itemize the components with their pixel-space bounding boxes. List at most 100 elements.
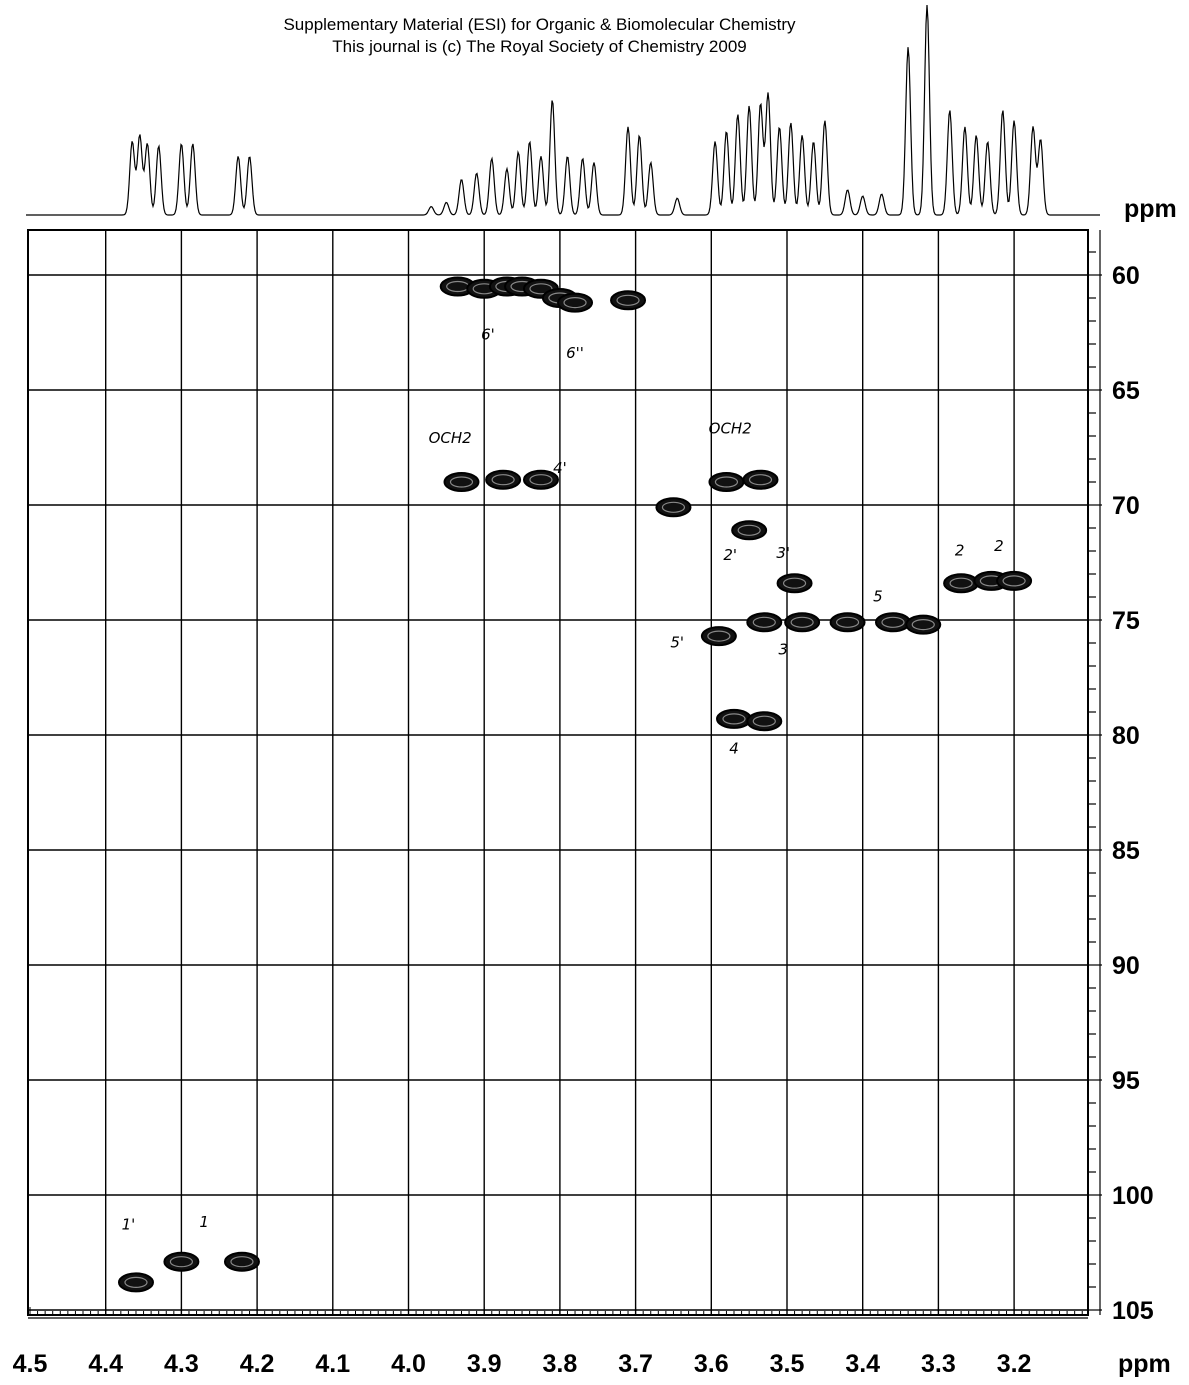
cross-peak	[117, 1272, 154, 1293]
x-tick-label: 4.0	[391, 1350, 426, 1378]
cross-peak	[655, 497, 692, 518]
proton-projection-spectrum	[26, 4, 1100, 216]
projection-trace	[26, 4, 1100, 216]
cross-peak-contour	[563, 297, 587, 309]
x-tick-label: 3.5	[770, 1350, 805, 1378]
y-tick-label: 60	[1112, 262, 1140, 290]
cross-peak	[776, 573, 813, 594]
cross-peak-contour	[748, 474, 773, 486]
y-tick-label: 80	[1112, 722, 1140, 750]
cross-peak-contour	[1002, 575, 1026, 587]
peak-annotation: 5	[873, 588, 883, 606]
cross-peak	[700, 626, 737, 647]
x-tick-label: 3.4	[845, 1350, 880, 1378]
cross-peak-contour	[722, 713, 746, 725]
y-tick-label: 85	[1112, 837, 1140, 865]
cross-peak-contour	[752, 616, 776, 628]
cross-peak	[557, 292, 594, 313]
cross-peak	[731, 520, 768, 541]
cross-peak	[784, 612, 821, 633]
cross-peak	[223, 1251, 260, 1272]
peak-annotation: 6'	[481, 325, 495, 343]
y-tick-label: 70	[1112, 492, 1140, 520]
cross-peak	[443, 472, 480, 492]
peak-annotation: 3'	[776, 544, 790, 562]
cross-peak	[746, 612, 783, 633]
header-line-1: Supplementary Material (ESI) for Organic…	[283, 15, 796, 34]
cross-peak-contour	[491, 474, 515, 486]
cross-peak-contour	[449, 476, 474, 488]
cross-peak-contour	[737, 524, 761, 536]
y-tick-label: 90	[1112, 952, 1140, 980]
cross-peak-contour	[835, 616, 860, 628]
cross-peak-contour	[169, 1256, 193, 1268]
x-tick-label: 3.6	[694, 1350, 729, 1378]
cross-peak	[829, 612, 866, 633]
peak-annotation: 4'	[553, 459, 567, 477]
x-tick-label: 3.8	[543, 1350, 578, 1378]
peak-annotation: OCH2	[709, 420, 752, 438]
cross-peak	[874, 612, 911, 633]
cross-peak	[485, 469, 522, 490]
peak-annotation: 2	[994, 537, 1004, 555]
cross-peak-contour	[790, 616, 814, 628]
page-header: Supplementary Material (ESI) for Organic…	[0, 14, 1189, 58]
cross-peak	[996, 570, 1033, 591]
x-tick-label: 3.9	[467, 1350, 502, 1378]
cross-peak-contour	[124, 1276, 148, 1289]
cross-peak	[610, 290, 647, 311]
cross-peak	[742, 469, 779, 490]
x-tick-label: 4.5	[13, 1350, 48, 1378]
cross-peak-contour	[661, 501, 686, 513]
x-axis-unit-label: ppm	[1118, 1350, 1171, 1378]
cross-peak-contour	[911, 618, 935, 631]
cross-peak	[905, 614, 942, 635]
cross-peak	[163, 1251, 200, 1272]
x-tick-label: 3.3	[921, 1350, 956, 1378]
cross-peak	[716, 708, 753, 729]
y-tick-label: 95	[1112, 1067, 1140, 1095]
y-tick-label: 65	[1112, 377, 1140, 405]
peak-annotation: 4	[729, 739, 739, 757]
y-axis-unit-label: ppm	[1124, 195, 1177, 223]
cross-peak-contour	[616, 294, 640, 306]
cross-peaks	[117, 276, 1033, 1293]
x-tick-label: 4.3	[164, 1350, 199, 1378]
cross-peak-contour	[714, 476, 739, 488]
y-tick-label: 75	[1112, 607, 1140, 635]
peak-annotation: OCH2	[429, 429, 472, 447]
cross-peak-contour	[707, 630, 731, 642]
peak-annotation: 1	[199, 1213, 209, 1231]
peak-annotation: 6''	[566, 344, 584, 362]
cross-peak-contour	[782, 577, 807, 589]
x-tick-label: 3.7	[618, 1350, 653, 1378]
y-tick-label: 105	[1112, 1297, 1154, 1325]
cross-peak	[708, 472, 745, 492]
cross-peak-contour	[881, 616, 905, 628]
x-tick-label: 4.4	[88, 1350, 123, 1378]
axis-ticks	[28, 230, 1102, 1319]
axis-labels: 4.5 4.4 4.3 4.2 4.1 4.0 3.9 3.8 3.7 3.6 3.5 3.4 3.3 3…	[13, 195, 1177, 1378]
peak-annotation: 5'	[670, 634, 684, 652]
x-tick-label: 4.1	[315, 1350, 350, 1378]
cross-peak-contour	[949, 577, 973, 589]
cross-peak-contour	[529, 474, 553, 486]
cross-peak	[522, 469, 559, 490]
peak-annotation: 3	[778, 641, 788, 659]
x-tick-label: 3.2	[997, 1350, 1032, 1378]
cross-peak-contour	[529, 283, 553, 295]
peak-annotation: 1'	[122, 1216, 136, 1234]
handwritten-annotations: 6' 6'' OCH2 OCH2 4' 2' 3' 2 2 5 5' 3 4 1' 1	[122, 325, 1004, 1233]
cross-peak-contour	[230, 1256, 254, 1268]
plot-grid	[27, 229, 1089, 1316]
cross-peak	[943, 573, 980, 594]
header-line-2: This journal is (c) The Royal Society of…	[332, 37, 747, 56]
cross-peak-contour	[752, 715, 776, 727]
plot-frame	[27, 229, 1089, 1316]
cross-peak	[746, 711, 783, 732]
peak-annotation: 2'	[723, 546, 737, 564]
peak-annotation: 2	[955, 542, 965, 560]
x-tick-label: 4.2	[240, 1350, 275, 1378]
y-tick-label: 100	[1112, 1182, 1154, 1210]
